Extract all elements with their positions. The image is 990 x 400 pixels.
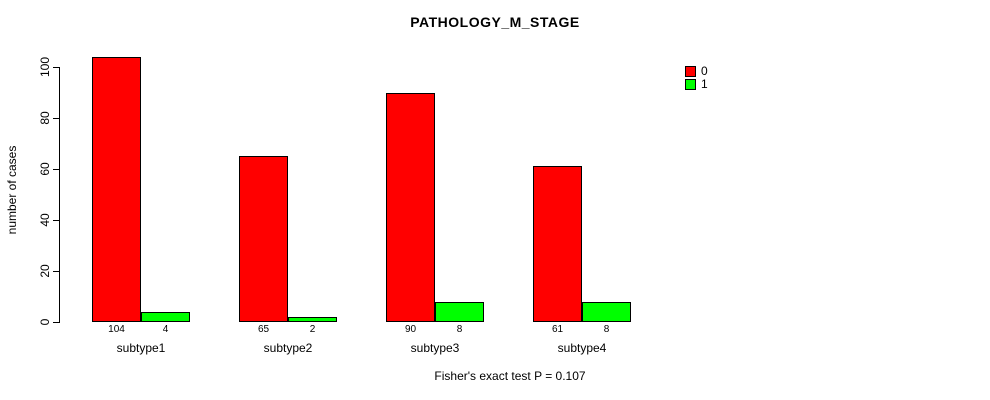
y-tick-label: 20 <box>38 264 52 278</box>
legend-swatch-red <box>685 66 696 77</box>
bar-subtype1-series-1 <box>141 312 190 322</box>
y-tick-label: 100 <box>38 56 52 78</box>
y-tick-mark <box>53 220 59 221</box>
category-label-subtype1: subtype1 <box>116 341 166 355</box>
bar-subtype3-series-0 <box>386 93 435 322</box>
bar-subtype2-series-0 <box>239 156 288 322</box>
chart-title: PATHOLOGY_M_STAGE <box>410 14 580 30</box>
category-label-subtype2: subtype2 <box>263 341 313 355</box>
category-label-subtype4: subtype4 <box>557 341 607 355</box>
y-tick-label: 80 <box>38 111 52 125</box>
bar-value-label: 8 <box>603 324 610 335</box>
bar-subtype2-series-1 <box>288 317 337 322</box>
bar-subtype1-series-0 <box>92 57 141 322</box>
y-tick-mark <box>53 169 59 170</box>
y-tick-label: 40 <box>38 213 52 227</box>
bar-value-label: 2 <box>309 324 316 335</box>
legend-swatch-green <box>685 79 696 90</box>
y-tick-label: 0 <box>38 318 52 326</box>
bar-value-label: 4 <box>162 324 169 335</box>
legend-item-series-1: 1 <box>685 78 708 91</box>
bar-value-label: 65 <box>257 324 270 335</box>
bar-subtype4-series-0 <box>533 166 582 322</box>
y-tick-mark <box>53 322 59 323</box>
bar-value-label: 90 <box>404 324 417 335</box>
bar-subtype4-series-1 <box>582 302 631 322</box>
y-axis-label: number of cases <box>5 145 19 235</box>
legend-item-series-0: 0 <box>685 65 708 78</box>
y-tick-mark <box>53 118 59 119</box>
legend-label-series-1: 1 <box>701 77 708 91</box>
bar-value-label: 104 <box>108 324 125 335</box>
bar-value-label: 8 <box>456 324 463 335</box>
legend-label-series-0: 0 <box>701 64 708 78</box>
footnote-fishers-test: Fisher's exact test P = 0.107 <box>434 369 586 383</box>
y-tick-mark <box>53 271 59 272</box>
category-label-subtype3: subtype3 <box>410 341 460 355</box>
y-axis-line <box>59 67 60 323</box>
legend: 0 1 <box>685 65 708 91</box>
bar-value-label: 61 <box>551 324 564 335</box>
y-tick-mark <box>53 67 59 68</box>
bar-subtype3-series-1 <box>435 302 484 322</box>
y-tick-label: 60 <box>38 162 52 176</box>
